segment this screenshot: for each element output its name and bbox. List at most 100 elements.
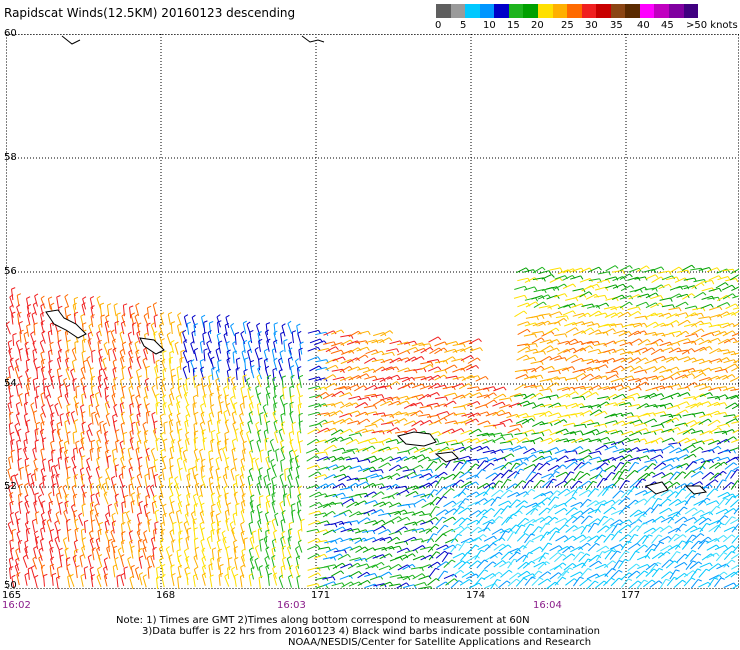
wind-barb (500, 569, 513, 578)
wind-barb (129, 356, 134, 370)
wind-barb (24, 482, 29, 497)
wind-barb (547, 369, 561, 375)
wind-barb (554, 576, 567, 586)
wind-barb (294, 358, 300, 372)
wind-barb (40, 303, 45, 317)
wind-barb (522, 415, 536, 420)
wind-barb (443, 559, 456, 568)
wind-barb (278, 357, 283, 371)
wind-barb (644, 366, 658, 372)
wind-barb (579, 405, 593, 410)
wind-barb (263, 348, 269, 362)
scale-label: 20 (531, 20, 544, 31)
wind-barb (629, 338, 643, 345)
wind-barb (71, 347, 77, 361)
wind-barb (346, 520, 360, 525)
wind-barb (420, 346, 434, 354)
wind-barb (224, 492, 229, 506)
lat-label: 56 (4, 266, 17, 277)
wind-barb (610, 543, 624, 550)
wind-barb (330, 349, 345, 354)
wind-barb (112, 347, 117, 361)
wind-barb (182, 365, 188, 379)
wind-barb (203, 320, 208, 334)
wind-barb (450, 580, 463, 589)
wind-barb (580, 419, 595, 425)
wind-barb (563, 347, 577, 353)
wind-barb (573, 551, 585, 561)
wind-barb (722, 330, 736, 337)
wind-barb (135, 302, 140, 317)
wind-barb (297, 366, 302, 380)
wind-barb (9, 500, 14, 514)
wind-barb (611, 269, 625, 275)
wind-barb (259, 495, 264, 509)
wind-barb (87, 338, 92, 352)
wind-barb (603, 560, 617, 569)
wind-barb (387, 536, 401, 544)
wind-barb (577, 472, 591, 481)
wind-barb (386, 483, 400, 491)
wind-barb (137, 322, 142, 336)
wind-barb (691, 282, 705, 289)
wind-barb (249, 395, 254, 409)
wind-barb (594, 410, 608, 417)
wind-barb (554, 333, 568, 338)
wind-barb (330, 410, 344, 417)
wind-barb (724, 516, 736, 526)
wind-barb (539, 531, 551, 542)
wind-barb (482, 462, 495, 471)
wind-barb (538, 497, 552, 505)
wind-barb (555, 480, 568, 488)
wind-barb (396, 516, 411, 523)
wind-barb (264, 555, 269, 570)
wind-barb (381, 495, 395, 500)
wind-barb (271, 347, 277, 361)
wind-barb (513, 294, 528, 299)
wind-barb (587, 488, 599, 498)
wind-barb (419, 405, 433, 410)
wind-barb (426, 460, 438, 471)
wind-barb (90, 305, 95, 319)
wind-barb (459, 460, 472, 470)
wind-barb (162, 512, 167, 526)
wind-barb (332, 562, 346, 570)
wind-barb (668, 307, 682, 312)
wind-barb (30, 565, 36, 579)
wind-barb (308, 572, 322, 579)
wind-barb (468, 428, 482, 435)
wind-barb (467, 386, 481, 391)
lat-label: 60 (4, 28, 17, 39)
wind-barb (357, 458, 371, 464)
wind-barb (717, 338, 731, 345)
footnotes: Note: 1) Times are GMT 2)Times along bot… (0, 615, 740, 648)
wind-barb (281, 545, 287, 559)
wind-barb (379, 337, 393, 344)
wind-barb (578, 542, 591, 551)
wind-barb (572, 330, 587, 336)
wind-barb (682, 293, 696, 300)
wind-barb (99, 420, 104, 434)
scale-label: 10 (483, 20, 496, 31)
wind-barb (450, 442, 464, 447)
wind-barb (731, 439, 739, 443)
wind-barb (178, 467, 183, 481)
wind-barb (116, 312, 121, 326)
wind-barb (722, 350, 737, 356)
wind-barb (611, 365, 625, 372)
wind-barb (715, 282, 729, 289)
wind-barb (586, 573, 600, 580)
wind-barb (283, 339, 288, 352)
wind-barb (56, 329, 62, 343)
wind-barb (523, 488, 536, 498)
wind-barb (41, 500, 46, 514)
wind-barb (153, 314, 158, 328)
wind-barb (31, 311, 36, 326)
wind-barb (595, 364, 609, 370)
wind-barb (12, 333, 17, 346)
wind-barb (611, 531, 623, 541)
wind-barb (111, 338, 117, 352)
wind-barb (612, 283, 626, 289)
wind-barb (7, 521, 13, 535)
wind-barb (142, 574, 147, 588)
